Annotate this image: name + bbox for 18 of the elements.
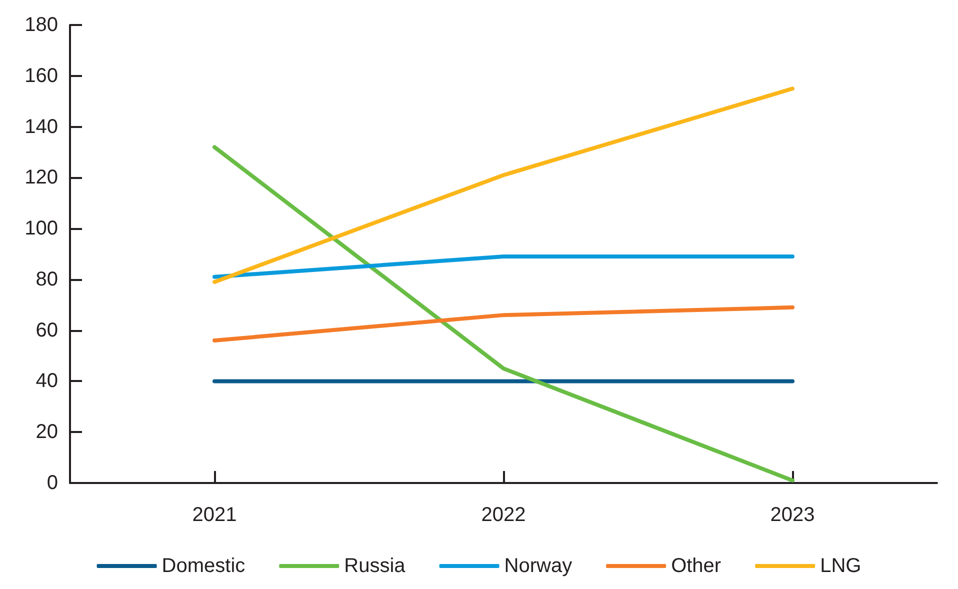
legend-label: Domestic [162, 555, 246, 577]
y-tick-label: 120 [24, 166, 58, 189]
legend-label: Other [671, 555, 722, 577]
y-tick-label: 100 [24, 218, 58, 240]
x-tick-label: 2021 [192, 504, 237, 526]
legend-label: LNG [820, 555, 862, 577]
y-tick-label: 180 [24, 14, 58, 36]
x-tick-label: 2023 [770, 504, 815, 526]
legend-label: Norway [504, 555, 572, 577]
x-tick-label: 2022 [481, 504, 526, 526]
y-tick-label: 20 [36, 421, 58, 444]
y-tick-label: 0 [46, 472, 58, 494]
y-tick-label: 80 [36, 268, 58, 290]
y-tick-label: 60 [36, 319, 58, 342]
legend-label: Russia [344, 555, 406, 577]
y-tick-label: 40 [36, 370, 58, 392]
y-tick-label: 160 [24, 64, 58, 87]
y-tick-label: 140 [24, 116, 58, 138]
